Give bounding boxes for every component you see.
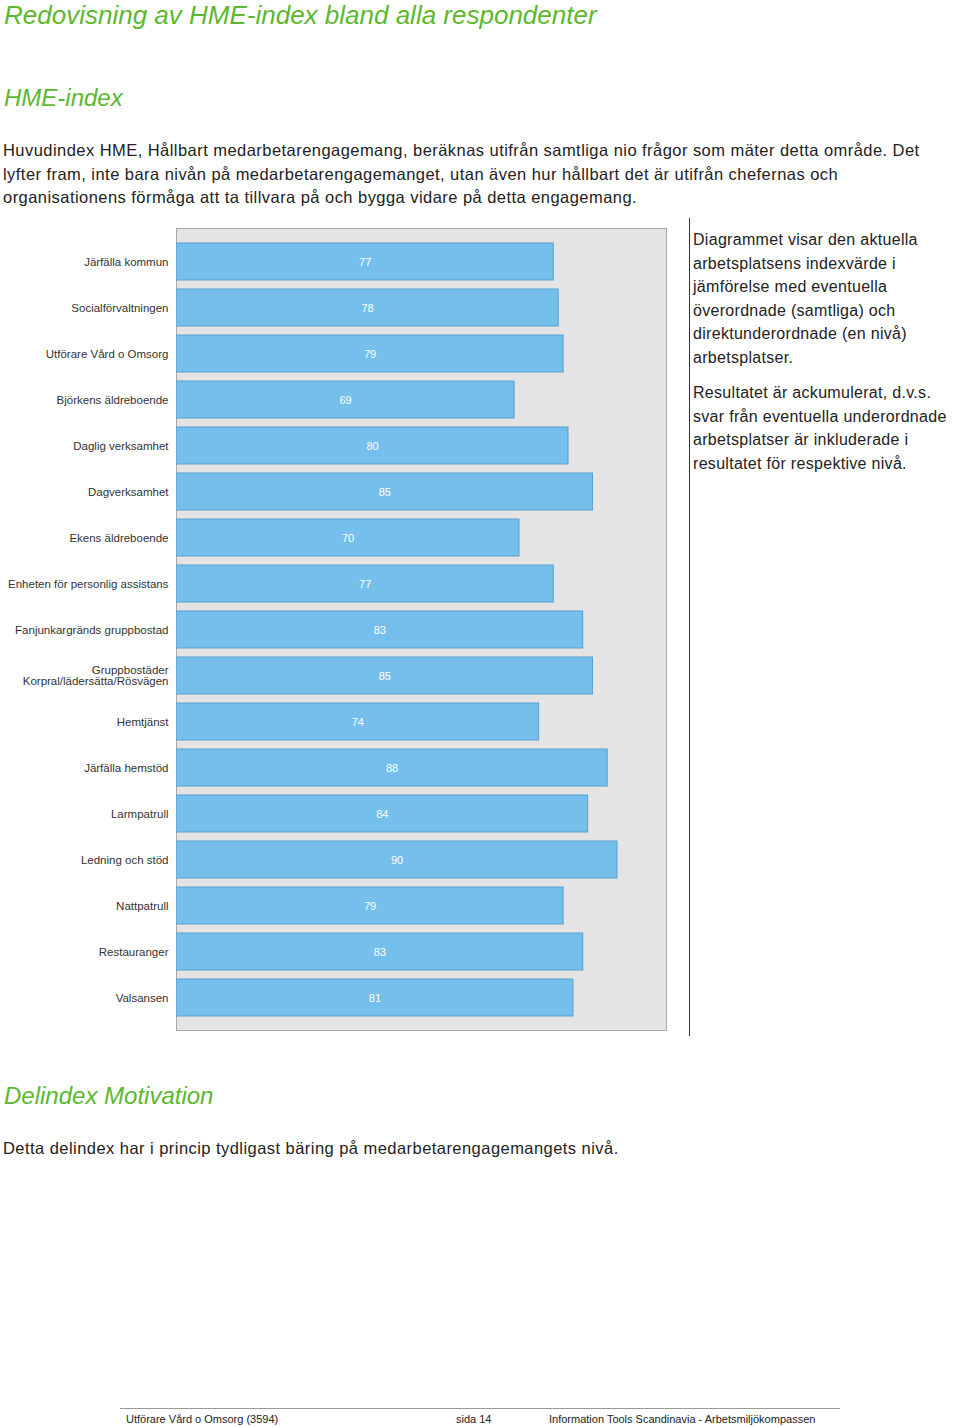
svg-text:Enheten för personlig assistan: Enheten för personlig assistans (8, 578, 169, 590)
html-text:Information Tools Scandinavia: Information Tools Scandinavia - Arbetsmi… (549, 1413, 816, 1425)
svg-text:Larmpatrull: Larmpatrull (111, 808, 169, 820)
svg-text:Dagverksamhet: Dagverksamhet (88, 486, 169, 498)
svg-text:70: 70 (342, 532, 354, 544)
svg-text:Utförare Vård o Omsorg: Utförare Vård o Omsorg (46, 348, 169, 360)
svg-text:Daglig verksamhet: Daglig verksamhet (73, 440, 169, 452)
svg-text:74: 74 (352, 716, 364, 728)
svg-text:80: 80 (366, 440, 378, 452)
svg-text:Restauranger: Restauranger (99, 946, 169, 958)
html-text:Redovisning av HME-index bland: Redovisning av HME-index bland alla resp… (4, 0, 597, 30)
svg-text:Valsansen: Valsansen (116, 992, 169, 1004)
html-text:Utförare Vård o Omsorg (3594): Utförare Vård o Omsorg (3594) (126, 1413, 279, 1425)
svg-text:Nattpatrull: Nattpatrull (116, 900, 168, 912)
svg-text:Ledning och stöd: Ledning och stöd (81, 854, 169, 866)
html-text:Diagrammet visar den aktuella: Diagrammet visar den aktuella arbetsplat… (693, 231, 918, 366)
svg-text:81: 81 (369, 992, 381, 1004)
svg-text:83: 83 (374, 624, 386, 636)
html-text:Delindex Motivation: Delindex Motivation (4, 1082, 214, 1109)
html-text:Detta delindex har i princip t: Detta delindex har i princip tydligast b… (3, 1139, 619, 1157)
svg-text:Järfälla hemstöd: Järfälla hemstöd (84, 762, 168, 774)
svg-text:GruppbostäderKorpral/lädersätt: GruppbostäderKorpral/lädersätta/Rösvägen (23, 664, 169, 688)
html-text:HME-index: HME-index (4, 84, 123, 111)
svg-text:78: 78 (361, 302, 373, 314)
svg-text:84: 84 (376, 808, 388, 820)
svg-text:90: 90 (391, 854, 403, 866)
svg-text:Järfälla kommun: Järfälla kommun (84, 256, 168, 268)
svg-text:Socialförvaltningen: Socialförvaltningen (71, 302, 168, 314)
html-text:Huvudindex HME, Hållbart medar: Huvudindex HME, Hållbart medarbetarengag… (3, 141, 920, 206)
html-text:sida 14: sida 14 (456, 1413, 492, 1425)
svg-text:85: 85 (379, 670, 391, 682)
svg-text:69: 69 (339, 394, 351, 406)
html-text:Resultatet är ackumulerat, d.v: Resultatet är ackumulerat, d.v.s. svar f… (693, 384, 947, 472)
svg-text:77: 77 (359, 256, 371, 268)
svg-text:83: 83 (374, 946, 386, 958)
svg-text:79: 79 (364, 348, 376, 360)
svg-text:77: 77 (359, 578, 371, 590)
svg-text:Fanjunkargränds gruppbostad: Fanjunkargränds gruppbostad (15, 624, 168, 636)
svg-text:Ekens äldreboende: Ekens äldreboende (69, 532, 168, 544)
svg-text:88: 88 (386, 762, 398, 774)
svg-text:79: 79 (364, 900, 376, 912)
svg-text:85: 85 (379, 486, 391, 498)
svg-text:Björkens äldreboende: Björkens äldreboende (57, 394, 169, 406)
svg-text:Hemtjänst: Hemtjänst (117, 716, 170, 728)
